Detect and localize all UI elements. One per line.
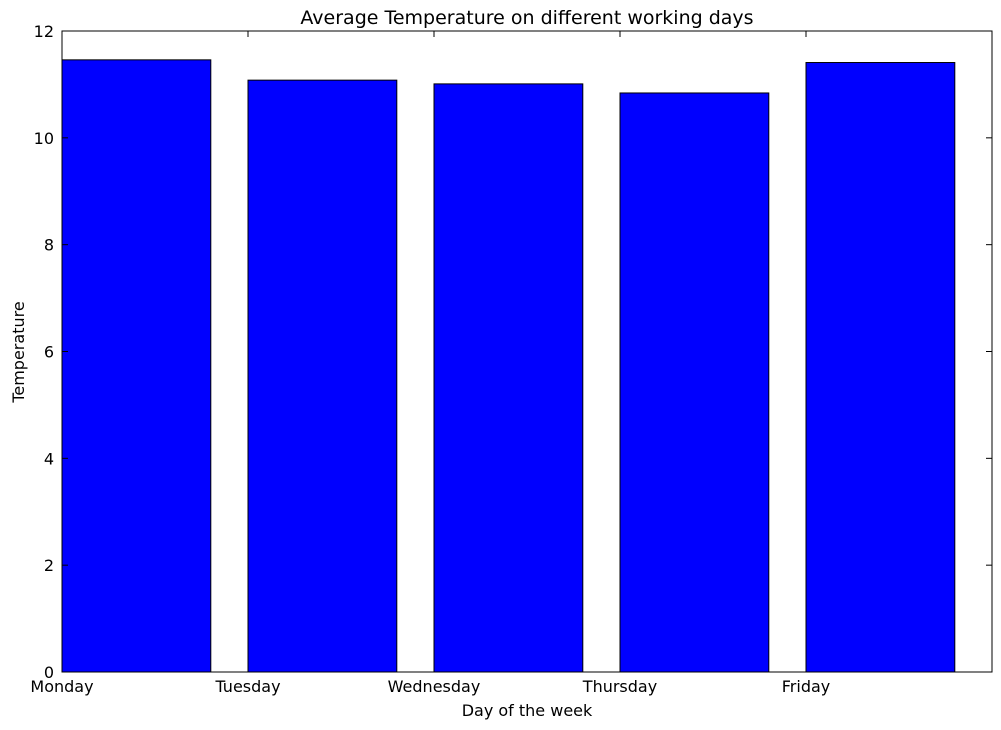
tick-labels-group: 0 2 4 6 8 10 12 Monday Tuesday Wednesday Thursday F… — [30, 22, 830, 696]
x-tick-label: Tuesday — [214, 677, 280, 696]
ticks-group — [61, 30, 992, 673]
y-tick-label: 12 — [34, 22, 54, 41]
y-axis-label: Temperature — [9, 301, 28, 403]
x-tick-label: Wednesday — [388, 677, 481, 696]
y-tick-label: 2 — [44, 556, 54, 575]
x-tick-label: Monday — [30, 677, 93, 696]
y-tick-label: 0 — [44, 663, 54, 682]
x-tick-label: Thursday — [582, 677, 657, 696]
bar-tuesday — [247, 79, 398, 673]
chart-title: Average Temperature on different working… — [300, 7, 753, 29]
y-tick-label: 6 — [44, 343, 54, 362]
x-tick-label: Friday — [782, 677, 831, 696]
y-tick-label: 8 — [44, 236, 54, 255]
bar-friday — [805, 62, 956, 673]
y-tick-label: 4 — [44, 449, 54, 468]
y-tick-label: 10 — [34, 129, 54, 148]
bar-wednesday — [433, 83, 584, 673]
bar-monday — [61, 59, 212, 673]
x-axis-label: Day of the week — [462, 701, 593, 720]
bar-thursday — [619, 92, 770, 673]
bars-group — [61, 59, 956, 673]
